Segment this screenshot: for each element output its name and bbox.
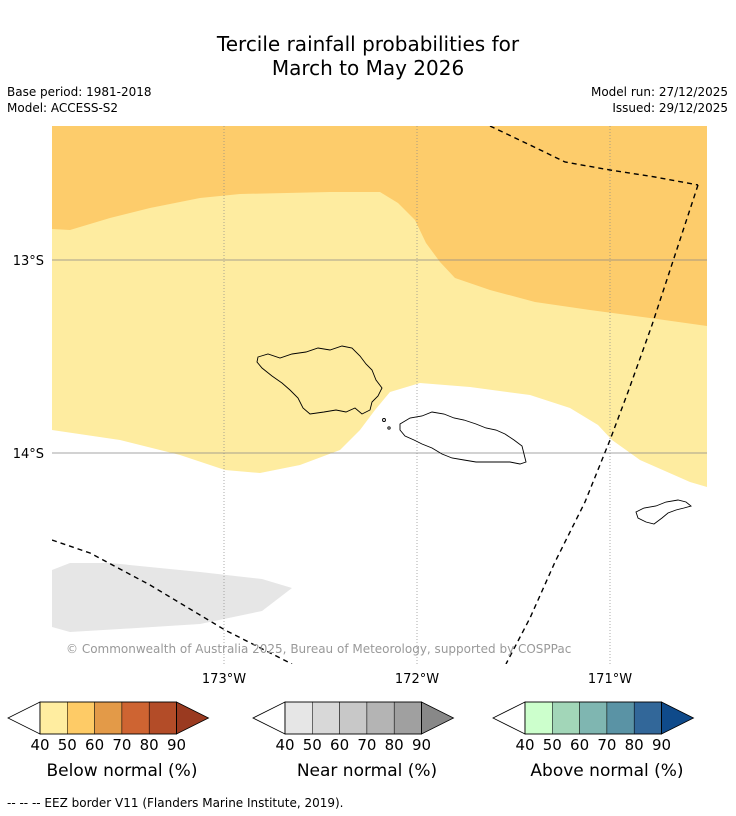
colorbar-above-segment-50 <box>552 701 580 735</box>
model-run: Model run: 27/12/2025 <box>590 85 728 99</box>
chart-title-line1: Tercile rainfall probabilities for <box>216 32 520 56</box>
colorbar-above-segment-60 <box>579 701 608 735</box>
apolima-islet <box>387 426 391 430</box>
chart-title-line2: March to May 2026 <box>271 56 465 80</box>
colorbar-below-segment-50 <box>67 701 95 735</box>
colorbar-below-segment-40 <box>39 701 68 735</box>
colorbar-below-under-arrow <box>7 701 41 735</box>
lat-label-13s: 13°S <box>13 254 44 269</box>
tutuila-island <box>635 499 692 525</box>
colorbar-below-label: Below normal (%) <box>46 761 198 781</box>
colorbar-below: 40 50 60 70 80 90 <box>7 701 210 754</box>
colorbar-near-over-arrow <box>421 701 455 735</box>
colorbar-near-segment-50 <box>312 701 340 735</box>
colorbar-above-tick-60: 60 <box>570 736 589 754</box>
colorbar-near-tick-60: 60 <box>330 736 349 754</box>
eez-border-north <box>489 126 699 186</box>
colorbar-below-frame <box>39 701 177 735</box>
colorbar-above-tick-70: 70 <box>597 736 616 754</box>
colorbar-above-under-arrow <box>492 701 526 735</box>
colorbar-near-tick-70: 70 <box>357 736 376 754</box>
colorbar-near-label: Near normal (%) <box>296 761 438 781</box>
lat-label-14s: 14°S <box>13 447 44 462</box>
colorbar-below-tick-90: 90 <box>167 736 186 754</box>
savaii-island <box>256 345 383 415</box>
colorbar-above-tick-40: 40 <box>515 736 534 754</box>
below-normal-50-60-region <box>52 126 707 326</box>
lon-label-171w: 171°W <box>588 672 632 687</box>
colorbar-below-tick-60: 60 <box>85 736 104 754</box>
colorbar-above-label: Above normal (%) <box>530 761 684 781</box>
colorbar-near-segment-40 <box>284 701 313 735</box>
colorbar-above-segment-40 <box>524 701 553 735</box>
colorbar-near-frame <box>284 701 422 735</box>
colorbar-above-tick-50: 50 <box>543 736 562 754</box>
manono-islet <box>382 418 386 422</box>
colorbar-below-segment-60 <box>94 701 123 735</box>
near-normal-40-50-region <box>52 563 292 632</box>
colorbar-below-segment-80 <box>148 701 177 735</box>
colorbar-near: 40 50 60 70 80 90 <box>252 701 455 754</box>
copyright-notice: © Commonwealth of Australia 2025, Bureau… <box>66 642 571 656</box>
colorbar-above-segment-70 <box>606 701 635 735</box>
colorbar-near-tick-90: 90 <box>412 736 431 754</box>
lon-label-173w: 173°W <box>202 672 246 687</box>
colorbar-below-tick-80: 80 <box>140 736 159 754</box>
eez-border-southwest <box>52 539 293 664</box>
colorbar-above-over-arrow <box>661 701 695 735</box>
colorbar-near-tick-40: 40 <box>275 736 294 754</box>
colorbar-near-segment-80 <box>393 701 422 735</box>
colorbar-near-under-arrow <box>252 701 286 735</box>
colorbar-below-tick-40: 40 <box>30 736 49 754</box>
colorbar-above: 40 50 60 70 80 90 <box>492 701 695 754</box>
colorbar-above-frame <box>524 701 662 735</box>
colorbar-above-tick-90: 90 <box>652 736 671 754</box>
lon-label-172w: 172°W <box>395 672 439 687</box>
colorbar-above-segment-80 <box>633 701 662 735</box>
model-name: Model: ACCESS-S2 <box>7 101 119 115</box>
graticule <box>52 126 707 664</box>
eez-legend-footnote: -- -- -- EEZ border V11 (Flanders Marine… <box>7 796 344 810</box>
colorbar-near-segment-60 <box>339 701 368 735</box>
colorbar-below-tick-50: 50 <box>58 736 77 754</box>
colorbar-near-tick-50: 50 <box>303 736 322 754</box>
map-area: © Commonwealth of Australia 2025, Bureau… <box>52 126 707 664</box>
eez-border-east <box>505 184 699 664</box>
base-period: Base period: 1981-2018 <box>7 85 152 99</box>
colorbar-below-segment-70 <box>121 701 150 735</box>
colorbar-near-tick-80: 80 <box>385 736 404 754</box>
colorbar-below-over-arrow <box>176 701 210 735</box>
colorbar-legends: 40 50 60 70 80 90 40 50 60 70 80 90 40 50 60 70 80 90 <box>7 701 695 754</box>
colorbar-above-tick-80: 80 <box>625 736 644 754</box>
forecast-map: © Commonwealth of Australia 2025, Bureau… <box>7 126 707 754</box>
colorbar-near-segment-70 <box>366 701 395 735</box>
issued-date: Issued: 29/12/2025 <box>612 101 728 115</box>
eez-borders <box>52 126 699 664</box>
coastlines <box>256 345 692 525</box>
colorbar-below-tick-70: 70 <box>112 736 131 754</box>
upolu-island <box>399 411 527 465</box>
